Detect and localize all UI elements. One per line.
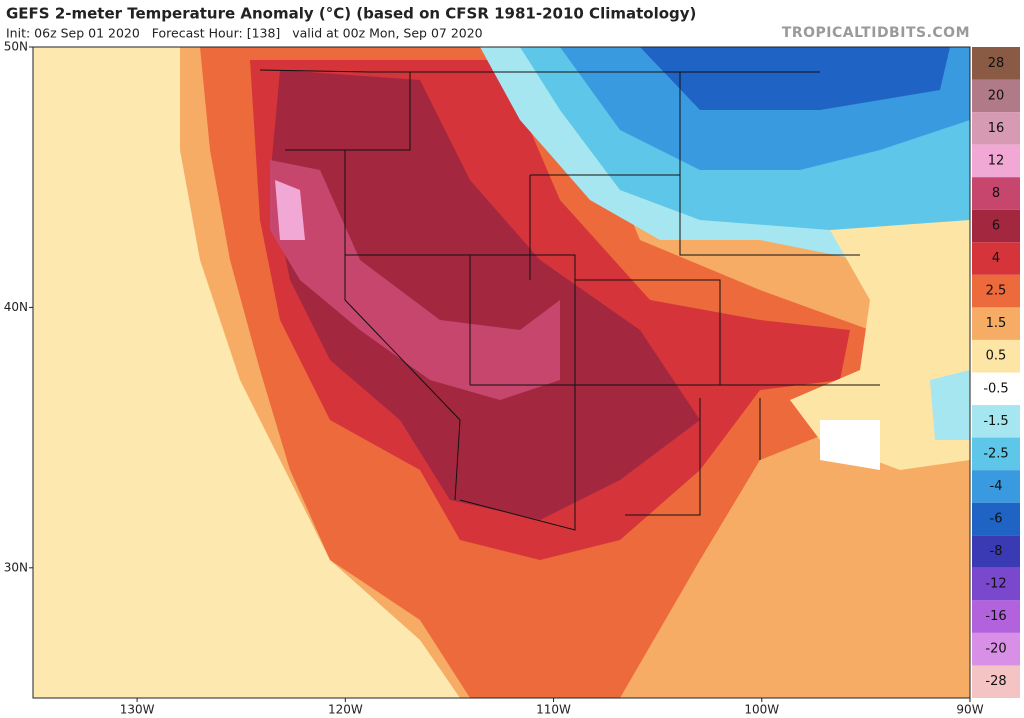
colorbar-label: 12 bbox=[988, 153, 1005, 168]
colorbar-cell bbox=[972, 112, 1020, 145]
colorbar-cell bbox=[972, 372, 1020, 406]
colorbar-label: -28 bbox=[985, 674, 1006, 689]
brand: TROPICALTIDBITS.COM bbox=[782, 25, 970, 41]
colorbar-label: 20 bbox=[988, 88, 1005, 103]
state-borders bbox=[259, 69, 880, 531]
colorbar-label: 28 bbox=[988, 56, 1005, 71]
colorbar-label: 1.5 bbox=[986, 316, 1007, 331]
colorbar-label: 16 bbox=[988, 121, 1005, 136]
lat-tick-label: 50N bbox=[4, 40, 28, 54]
lon-tick-label: 120W bbox=[328, 703, 363, 717]
colorbar-cell bbox=[972, 209, 1020, 243]
colorbar-label: -6 bbox=[990, 511, 1003, 526]
field-coldest bbox=[640, 47, 950, 110]
colorbar-cell bbox=[972, 665, 1020, 698]
field-pink bbox=[270, 160, 560, 400]
colorbar-label: -16 bbox=[985, 609, 1006, 624]
map-frame bbox=[32, 46, 971, 699]
lat-tick-label: 30N bbox=[4, 560, 28, 574]
colorbar-cell bbox=[972, 567, 1020, 601]
colorbar-label: 2.5 bbox=[986, 284, 1007, 299]
field-very-hot bbox=[270, 70, 700, 520]
colorbar-cell bbox=[972, 47, 1020, 80]
colorbar-label: -1.5 bbox=[983, 414, 1008, 429]
map-field bbox=[33, 47, 970, 698]
colorbar-label: -0.5 bbox=[983, 381, 1008, 396]
colorbar-cell bbox=[972, 177, 1020, 210]
field-zero bbox=[820, 420, 880, 470]
colorbar-label: 8 bbox=[992, 186, 1000, 201]
colorbar-cell bbox=[972, 405, 1020, 438]
colorbar-label: 0.5 bbox=[986, 349, 1007, 364]
colorbar-cell bbox=[972, 274, 1020, 308]
colorbar-cell bbox=[972, 242, 1020, 275]
colorbar-label: 6 bbox=[992, 219, 1000, 234]
colorbar-cell bbox=[972, 307, 1020, 340]
colorbar-cell bbox=[972, 437, 1020, 471]
field-light-pink bbox=[275, 180, 305, 240]
lon-tick-label: 130W bbox=[120, 703, 155, 717]
colorbar-cell bbox=[972, 502, 1020, 536]
title: GEFS 2-meter Temperature Anomaly (°C) (b… bbox=[6, 5, 696, 23]
colorbar-label: 4 bbox=[992, 251, 1000, 266]
lon-tick-label: 110W bbox=[536, 703, 571, 717]
lon-tick-label: 100W bbox=[744, 703, 779, 717]
colorbar-cell bbox=[972, 470, 1020, 503]
colorbar-cell bbox=[972, 339, 1020, 373]
colorbar-label: -4 bbox=[990, 479, 1003, 494]
colorbar-cell bbox=[972, 79, 1020, 113]
lon-tick-label: 90W bbox=[956, 703, 983, 717]
colorbar-cell bbox=[972, 632, 1020, 666]
colorbar-label: -2.5 bbox=[983, 446, 1008, 461]
field-neutral bbox=[790, 220, 970, 470]
colorbar-cell bbox=[972, 600, 1020, 633]
colorbar-cell bbox=[972, 144, 1020, 178]
colorbar-label: -12 bbox=[985, 577, 1006, 592]
field-cool-se bbox=[930, 370, 970, 440]
colorbar-cell bbox=[972, 535, 1020, 568]
subtitle: Init: 06z Sep 01 2020 Forecast Hour: [13… bbox=[6, 26, 483, 41]
colorbar-label: -8 bbox=[990, 544, 1003, 559]
lat-tick-label: 40N bbox=[4, 300, 28, 314]
colorbar-label: -20 bbox=[985, 642, 1006, 657]
